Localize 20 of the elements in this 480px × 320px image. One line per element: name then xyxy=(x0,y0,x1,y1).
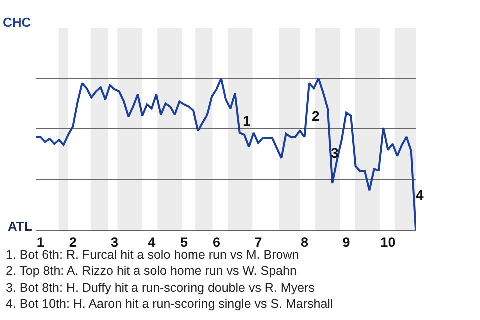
x-tick-label: 8 xyxy=(301,235,310,250)
text: 2. Top 8th: A. Rizzo hit a solo home run vs W. Spahn xyxy=(6,264,297,278)
text: ATL xyxy=(8,219,32,234)
x-tick-label: 9 xyxy=(342,235,350,250)
annotation: 1 xyxy=(243,113,251,129)
x-tick-label: 3 xyxy=(111,235,120,250)
annotation: 3 xyxy=(331,145,339,161)
x-tick-label: 5 xyxy=(180,235,189,250)
text: 3. Bot 8th: H. Duffy hit a run-scoring double vs R. Myers xyxy=(6,281,315,295)
x-tick-label: 1 xyxy=(36,235,45,250)
text: CHC xyxy=(3,15,32,30)
x-tick-label: 7 xyxy=(254,235,262,250)
text: 4. Bot 10th: H. Aaron hit a run-scoring single vs S. Marshall xyxy=(6,297,334,311)
x-tick-label: 10 xyxy=(380,235,396,250)
x-tick-label: 6 xyxy=(212,235,221,250)
x-tick-label: 2 xyxy=(69,235,77,250)
x-tick-label: 4 xyxy=(148,235,156,250)
annotation: 2 xyxy=(312,108,320,124)
annotation: 4 xyxy=(416,187,424,203)
text: 1. Bot 6th: R. Furcal hit a solo home run vs M. Brown xyxy=(6,248,300,262)
